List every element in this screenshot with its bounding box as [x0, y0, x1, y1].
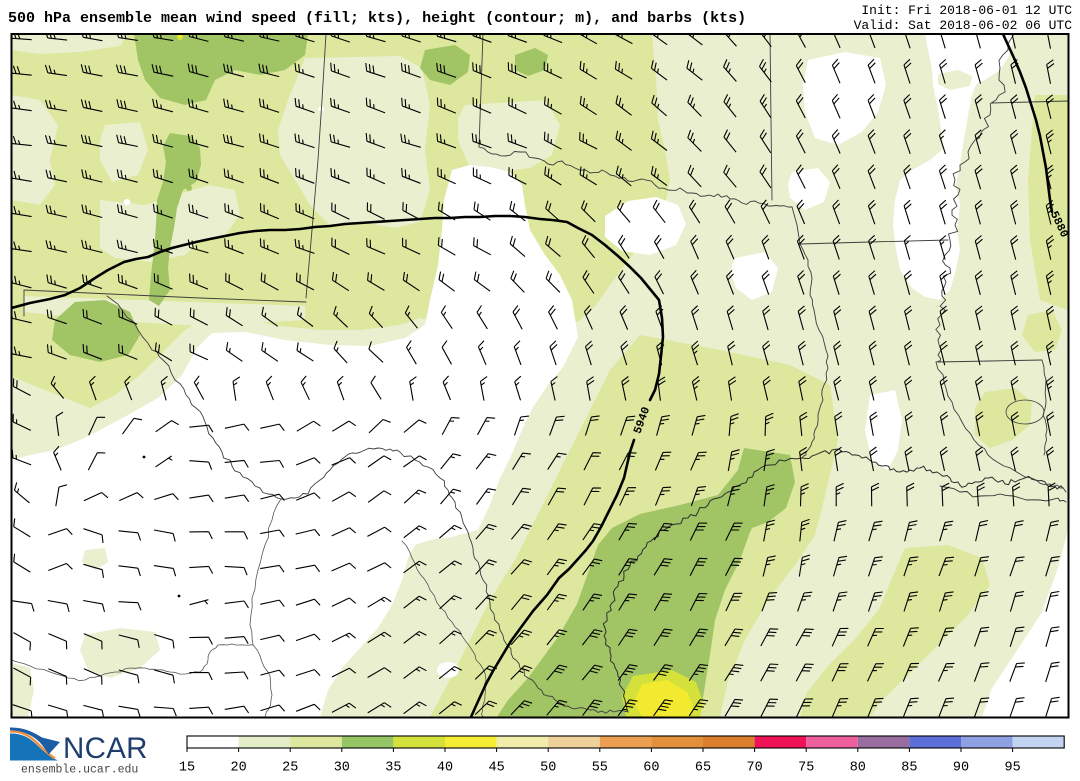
svg-text:50: 50 — [540, 761, 556, 776]
svg-text:15: 15 — [179, 761, 195, 776]
svg-text:60: 60 — [643, 761, 659, 776]
svg-text:ensemble.ucar.edu: ensemble.ucar.edu — [21, 764, 138, 777]
svg-text:65: 65 — [695, 761, 711, 776]
svg-text:90: 90 — [953, 761, 969, 776]
svg-text:55: 55 — [592, 761, 608, 776]
svg-text:NCAR: NCAR — [63, 732, 148, 765]
svg-text:45: 45 — [488, 761, 504, 776]
svg-text:80: 80 — [850, 761, 866, 776]
svg-text:25: 25 — [282, 761, 298, 776]
svg-text:40: 40 — [437, 761, 453, 776]
svg-text:95: 95 — [1004, 761, 1020, 776]
svg-text:85: 85 — [901, 761, 917, 776]
svg-text:70: 70 — [746, 761, 762, 776]
svg-text:30: 30 — [334, 761, 350, 776]
svg-text:35: 35 — [385, 761, 401, 776]
svg-text:20: 20 — [230, 761, 246, 776]
svg-text:75: 75 — [798, 761, 814, 776]
